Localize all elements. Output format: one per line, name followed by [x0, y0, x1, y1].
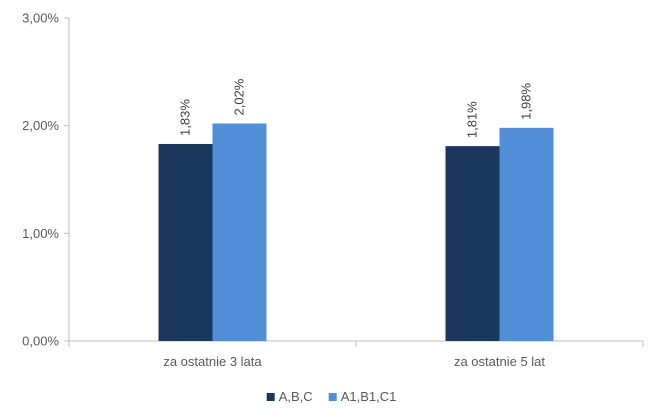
x-axis: za ostatnie 3 lata za ostatnie 5 lat [68, 340, 644, 369]
legend-label: A1,B1,C1 [341, 389, 397, 404]
data-label: 1,83% [178, 99, 193, 136]
bars [158, 123, 554, 341]
data-labels: 1,83% 2,02% 1,81% 1,98% [178, 78, 534, 138]
bar [445, 146, 500, 341]
y-axis: 0,00% 1,00% 2,00% 3,00% [22, 11, 70, 349]
x-category-label: za ostatnie 5 lat [454, 354, 545, 369]
y-tick-label: 3,00% [22, 11, 59, 26]
legend-swatch [266, 393, 275, 401]
legend: A,B,C A1,B1,C1 [266, 389, 397, 404]
y-tick-label: 2,00% [22, 118, 59, 133]
x-category-label: za ostatnie 3 lata [163, 354, 262, 369]
legend-swatch [328, 393, 337, 401]
y-tick-label: 0,00% [22, 334, 59, 349]
bar [499, 127, 554, 341]
legend-label: A,B,C [279, 389, 313, 404]
bar [212, 123, 267, 341]
data-label: 2,02% [232, 78, 247, 115]
bar [158, 143, 213, 341]
data-label: 1,81% [465, 101, 480, 138]
y-tick-label: 1,00% [22, 226, 59, 241]
data-label: 1,98% [519, 83, 534, 120]
